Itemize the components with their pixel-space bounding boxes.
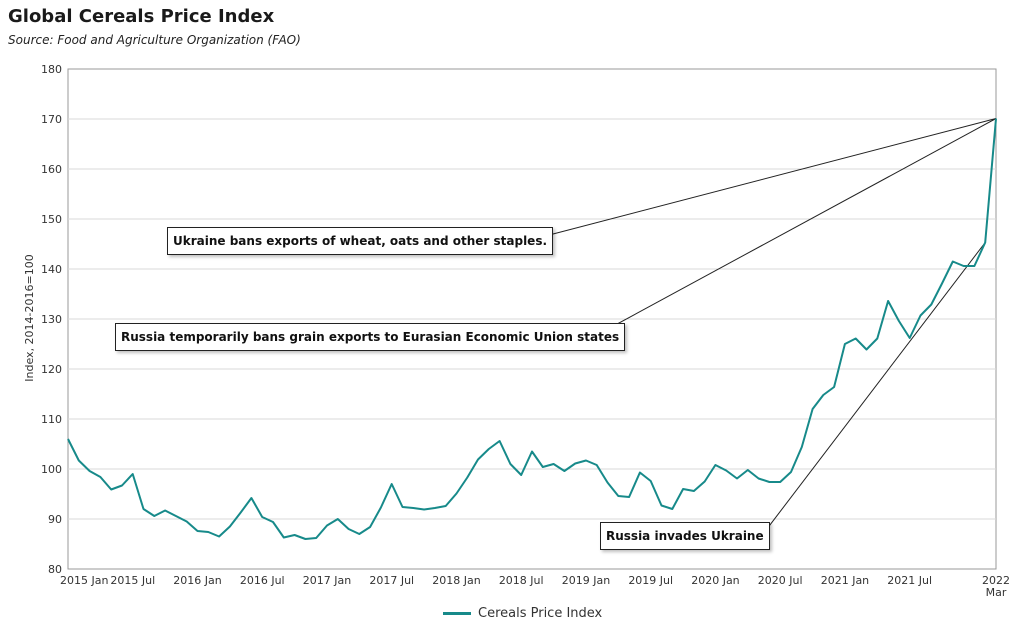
y-tick-label: 140 [41,263,62,276]
y-tick-label: 80 [48,563,62,576]
leader-ukraine-ban [529,118,997,241]
x-tick-label: 2017 Jul [369,574,414,587]
x-tick-label: 2016 Jul [240,574,285,587]
y-axis-label: Index, 2014-2016=100 [23,254,36,381]
legend: Cereals Price Index [443,606,602,621]
grid-lines [67,68,997,570]
x-tick-label: 2020 Jul [758,574,803,587]
x-tick-label: 2018 Jan [432,574,480,587]
annotation-leader-lines [529,118,997,539]
y-tick-label: 100 [41,463,62,476]
x-tick-label: 2021 Jul [887,574,932,587]
x-tick-label: 2020 Jan [691,574,739,587]
legend-label: Cereals Price Index [478,606,603,621]
y-tick-label: 170 [41,113,62,126]
y-tick-label: 90 [48,513,62,526]
y-tick-labels: 80 90 100 110 120 130 140 150 160 170 180 [41,63,62,576]
leader-russia-ban [594,118,997,337]
x-tick-labels: 2015 Jan 2015 Jul 2016 Jan 2016 Jul 2017 Jan… [60,574,1010,599]
y-tick-label: 180 [41,63,62,76]
y-tick-label: 110 [41,413,62,426]
x-tick-label: 2015 Jul [110,574,155,587]
legend-swatch [443,612,471,615]
series-points [67,118,997,540]
x-tick-label: 2022 [982,574,1010,587]
leader-russia-invades [759,242,986,539]
x-tick-label: 2017 Jan [303,574,351,587]
x-tick-label: 2016 Jan [173,574,221,587]
x-tick-label: 2019 Jul [628,574,673,587]
x-tick-label: 2015 Jan [60,574,108,587]
annotation-ukraine-ban: Ukraine bans exports of wheat, oats and … [167,227,554,255]
x-tick-label: 2018 Jul [499,574,544,587]
y-tick-label: 120 [41,363,62,376]
x-tick-label: 2019 Jan [562,574,610,587]
y-tick-label: 160 [41,163,62,176]
chart-title: Global Cereals Price Index [8,6,275,27]
chart-subtitle: Source: Food and Agriculture Organizatio… [8,33,301,47]
annotation-russia-ban: Russia temporarily bans grain exports to… [115,323,626,351]
x-tick-label: 2021 Jan [821,574,869,587]
annotation-russia-invades: Russia invades Ukraine [600,522,770,550]
y-tick-label: 130 [41,313,62,326]
x-tick-label: Mar [986,586,1007,599]
y-tick-label: 150 [41,213,62,226]
